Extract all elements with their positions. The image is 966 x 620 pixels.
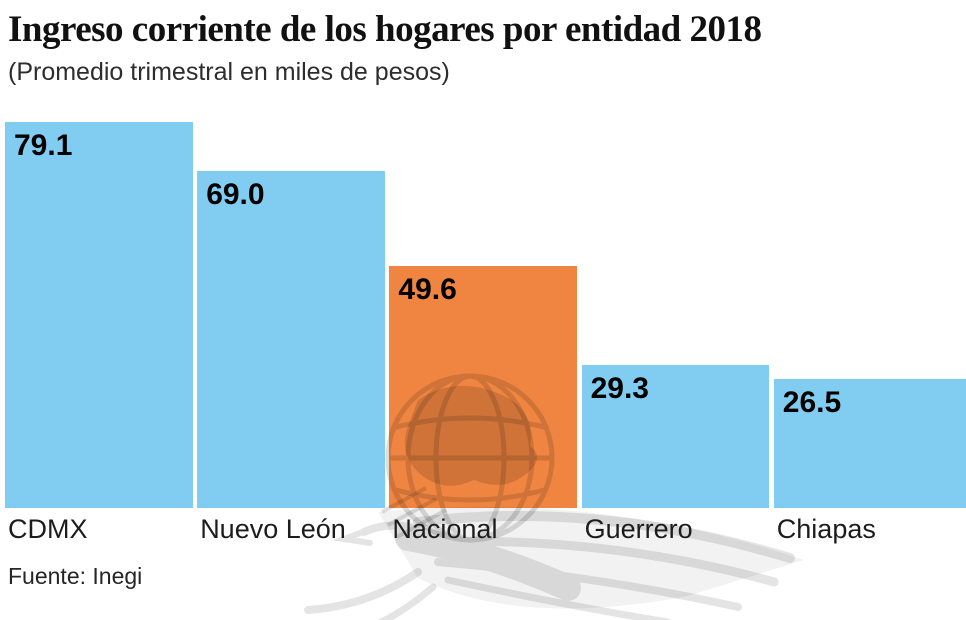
bar-value-label: 49.6	[398, 272, 457, 306]
bar-value-label: 79.1	[14, 129, 73, 162]
bar-nacional	[389, 265, 578, 508]
bar-category-label: Chiapas	[776, 514, 876, 544]
bar-category-label: Nuevo León	[200, 514, 346, 544]
bar-category-label: CDMX	[8, 514, 88, 544]
bar-value-label: 69.0	[206, 178, 265, 212]
bar-category-label: Nacional	[392, 514, 498, 544]
bar-value-label: 29.3	[590, 372, 649, 406]
bar-nuevo-le-n	[197, 171, 385, 508]
bar-guerrero	[581, 365, 770, 508]
bar-cdmx	[5, 122, 193, 508]
bar-category-label: Guerrero	[584, 514, 693, 544]
source-note: Fuente: Inegi	[8, 563, 143, 589]
chart-subtitle: (Promedio trimestral en miles de pesos)	[8, 58, 450, 86]
bar-value-label: 26.5	[782, 385, 842, 419]
bar-chiapas	[773, 378, 966, 508]
chart-title: Ingreso corriente de los hogares por ent…	[8, 9, 762, 50]
